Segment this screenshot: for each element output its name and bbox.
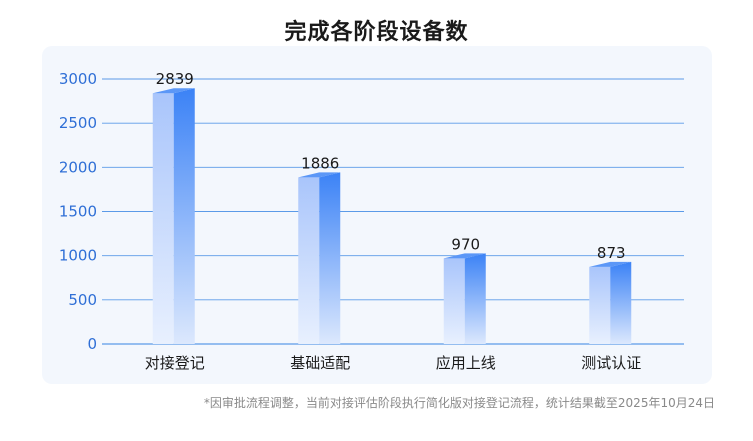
y-tick-label-3000: 3000	[59, 70, 97, 88]
bar-top-face	[443, 253, 486, 259]
bar-side-face	[319, 172, 341, 344]
bar-front-face	[589, 266, 611, 344]
bar-0	[152, 88, 195, 344]
bar-1	[298, 172, 341, 344]
data-label-2: 970	[451, 235, 480, 253]
bar-front-face	[298, 177, 320, 344]
bar-side-face	[610, 261, 632, 344]
data-label-1: 1886	[301, 154, 339, 172]
bar-front-face	[443, 258, 465, 344]
bar-side-face	[464, 253, 486, 344]
bar-side-face	[173, 88, 195, 344]
bar-2	[443, 253, 486, 344]
x-tick-label-1: 基础适配	[290, 354, 350, 372]
bar-top-face	[589, 261, 632, 267]
y-tick-label-2500: 2500	[59, 114, 97, 132]
bar-top-face	[152, 88, 195, 94]
x-tick-label-3: 测试认证	[581, 354, 641, 372]
bar-front-face	[152, 93, 174, 344]
data-label-0: 2839	[156, 70, 194, 88]
y-tick-label-1500: 1500	[59, 203, 97, 221]
chart-title: 完成各阶段设备数	[284, 20, 469, 45]
bar-3	[589, 261, 632, 344]
footnote: *因审批流程调整，当前对接评估阶段执行简化版对接登记流程，统计结果截至2025年…	[203, 396, 715, 410]
data-label-3: 873	[597, 244, 626, 262]
y-tick-label-500: 500	[68, 291, 97, 309]
y-tick-label-2000: 2000	[59, 158, 97, 176]
y-tick-label-1000: 1000	[59, 247, 97, 265]
x-tick-label-0: 对接登记	[145, 354, 205, 372]
bar-top-face	[298, 172, 341, 178]
y-tick-label-0: 0	[87, 335, 97, 353]
x-tick-label-2: 应用上线	[436, 354, 496, 372]
